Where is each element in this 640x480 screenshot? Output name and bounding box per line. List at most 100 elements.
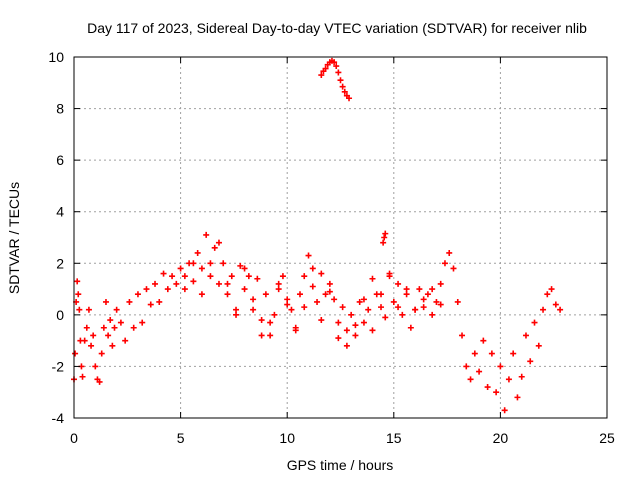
data-point [407,324,414,331]
data-point [463,363,470,370]
data-point [215,239,222,246]
data-point [220,260,227,267]
data-point [471,350,478,357]
data-point [215,280,222,287]
data-point [181,273,188,280]
data-point [433,298,440,305]
data-point [267,319,274,326]
data-point [152,280,159,287]
data-point [126,298,133,305]
data-point [429,286,436,293]
data-point [190,278,197,285]
data-point [380,239,387,246]
data-point [322,291,329,298]
data-point [484,384,491,391]
data-point [160,270,167,277]
data-point [395,280,402,287]
data-point [346,95,353,102]
data-point [233,306,240,313]
data-point [211,244,218,251]
data-point [181,286,188,293]
data-point [446,249,453,256]
data-point [83,324,90,331]
data-point [241,286,248,293]
data-point [250,296,257,303]
data-point [194,249,201,256]
data-point [360,296,367,303]
data-point [301,273,308,280]
data-point [333,63,340,70]
data-point [326,288,333,295]
data-point [497,363,504,370]
data-point [207,273,214,280]
data-point [337,77,344,84]
data-point [501,407,508,414]
data-point [198,291,205,298]
y-axis-ticks: -4 -2 0 2 4 6 8 10 [48,49,607,426]
data-point [314,298,321,305]
data-point [326,280,333,287]
data-point [169,273,176,280]
data-point [378,291,385,298]
plot-border [73,56,608,419]
x-tick-label: 5 [177,430,185,446]
data-point [241,265,248,272]
data-point [369,327,376,334]
data-point [454,298,461,305]
data-point [113,306,120,313]
data-point [352,332,359,339]
data-point [378,304,385,311]
y-tick-label: 0 [56,307,64,323]
x-tick-label: 10 [279,430,295,446]
data-point [390,298,397,305]
data-point [177,265,184,272]
chart-title: Day 117 of 2023, Sidereal Day-to-day VTE… [87,20,587,36]
data-point [254,275,261,282]
data-point [245,273,252,280]
data-point [331,59,338,66]
data-point [429,311,436,318]
data-point [275,286,282,293]
data-point [467,376,474,383]
data-point [318,270,325,277]
data-points [71,57,564,414]
data-point [207,260,214,267]
data-point [279,273,286,280]
data-point [147,301,154,308]
data-point [75,291,82,298]
data-point [122,337,129,344]
y-tick-label: 4 [56,204,64,220]
data-point [514,394,521,401]
data-point [335,69,342,76]
data-point [111,324,118,331]
x-tick-label: 20 [493,430,509,446]
data-point [381,234,388,241]
data-point [540,306,547,313]
data-point [441,260,448,267]
data-point [493,389,500,396]
data-point [88,342,95,349]
x-tick-label: 15 [386,430,402,446]
series-SDTVAR-arc-12h [318,57,353,102]
data-point [505,376,512,383]
data-point [288,306,295,313]
data-point [331,296,338,303]
data-point [403,286,410,293]
data-point [203,231,210,238]
data-point [92,363,99,370]
data-point [339,304,346,311]
data-point [76,306,83,313]
x-tick-label: 25 [599,430,615,446]
data-point [81,337,88,344]
data-point [527,358,534,365]
x-axis-ticks: 0 5 10 15 20 25 [70,57,615,446]
x-axis-label: GPS time / hours [287,457,394,473]
data-point [510,350,517,357]
data-point [305,252,312,259]
data-point [412,306,419,313]
data-point [339,83,346,90]
data-point [134,291,141,298]
data-point [275,280,282,287]
data-point [90,332,97,339]
